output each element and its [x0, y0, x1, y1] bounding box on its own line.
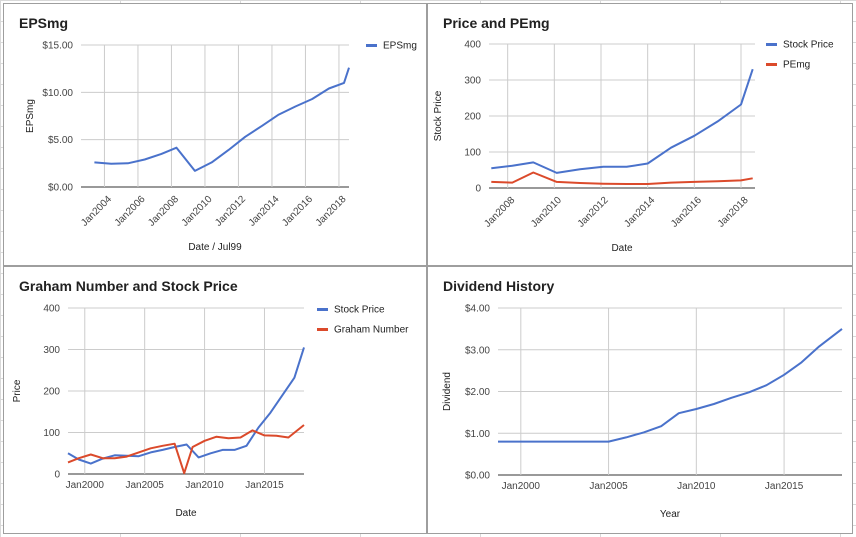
x-tick-label: Jan2010 — [185, 480, 224, 491]
x-axis-label: Date / Jul99 — [188, 242, 242, 253]
x-tick-label: Jan2000 — [502, 481, 541, 492]
x-tick-label: Jan2018 — [716, 195, 751, 230]
y-axis-label: Price — [12, 379, 23, 402]
legend-entry: Stock Price — [334, 305, 385, 316]
legend-swatch — [366, 44, 377, 47]
x-tick-label: Jan2015 — [765, 481, 804, 492]
legend-swatch — [766, 63, 777, 66]
y-tick-label: $10.00 — [42, 88, 73, 99]
x-tick-label: Jan2016 — [669, 195, 704, 230]
price-pe-chart: 0 100 200 300 400 Jan2008 Jan2010 Jan2012 Jan201… — [433, 40, 834, 255]
x-tick-label: Jan2005 — [125, 480, 164, 491]
series-line-series — [498, 328, 843, 443]
x-axis-label: Date — [175, 508, 197, 519]
y-tick-label: 300 — [464, 76, 481, 87]
y-tick-label: 0 — [54, 470, 60, 481]
legend-entry: EPSmg — [383, 41, 417, 52]
y-axis-label: EPSmg — [25, 99, 36, 133]
y-tick-label: $4.00 — [465, 304, 490, 315]
x-tick-label: Jan2006 — [113, 194, 148, 229]
x-tick-label: Jan2016 — [280, 194, 315, 229]
x-tick-label: Jan2005 — [589, 481, 628, 492]
x-tick-label: Jan2010 — [529, 195, 564, 230]
x-tick-label: Jan2018 — [314, 194, 349, 229]
chart-title: Dividend History — [443, 278, 555, 294]
y-tick-label: 400 — [43, 304, 60, 315]
y-tick-label: 100 — [43, 428, 60, 439]
x-tick-label: Jan2000 — [66, 480, 105, 491]
x-tick-label: Jan2008 — [482, 195, 517, 230]
y-tick-label: $0.00 — [48, 183, 73, 194]
eps-chart: $0.00$5.00$10.00$15.00Jan2004Jan2006Jan2… — [25, 41, 417, 254]
legend-entry: PEmg — [783, 60, 810, 71]
x-tick-label: Jan2012 — [576, 195, 611, 230]
graham-chart-panel[interactable]: Graham Number and Stock Price 0 100 200 300… — [3, 266, 427, 534]
y-tick-label: 0 — [475, 184, 481, 195]
y-tick-label: 400 — [464, 40, 481, 51]
series-line-stock-price — [67, 347, 305, 465]
y-tick-label: $1.00 — [465, 429, 490, 440]
graham-chart: 0 100 200 300 400 Jan2000 Jan2005 Jan2010 Jan201… — [12, 304, 409, 520]
y-tick-label: 200 — [43, 387, 60, 398]
series-line-stock-price — [491, 68, 754, 174]
legend-swatch — [317, 328, 328, 331]
x-tick-label: Jan2008 — [146, 194, 181, 229]
x-tick-label: Jan2012 — [213, 194, 248, 229]
x-tick-label: Jan2014 — [247, 194, 282, 229]
chart-title: Price and PEmg — [443, 15, 550, 31]
x-tick-label: Jan2014 — [622, 195, 657, 230]
x-tick-label: Jan2010 — [677, 481, 716, 492]
y-tick-label: $3.00 — [465, 345, 490, 356]
x-axis-label: Year — [660, 509, 681, 520]
chart-title: Graham Number and Stock Price — [19, 278, 238, 294]
x-tick-label: Jan2010 — [180, 194, 215, 229]
y-tick-label: $2.00 — [465, 387, 490, 398]
y-tick-label: 200 — [464, 112, 481, 123]
y-tick-label: $5.00 — [48, 135, 73, 146]
dividend-chart-panel[interactable]: Dividend History $0.00 $1.00 $2.00 $3.00 $4.… — [427, 266, 853, 534]
y-tick-label: 300 — [43, 345, 60, 356]
legend-swatch — [317, 308, 328, 311]
x-axis-label: Date — [611, 243, 633, 254]
dividend-chart: $0.00 $1.00 $2.00 $3.00 $4.00 Jan2000 Jan2005 J… — [442, 304, 843, 520]
y-axis-label: Dividend — [442, 372, 453, 411]
price-pe-chart-panel[interactable]: Price and PEmg 0 100 200 300 400 Jan2008 Jan20… — [427, 3, 853, 266]
eps-chart-panel[interactable]: EPSmg $0.00 $5.00 $10.00 $15.00 Jan2004 Jan20… — [3, 3, 427, 266]
y-tick-label: 100 — [464, 148, 481, 159]
chart-title: EPSmg — [19, 15, 69, 31]
series-line-pemg — [491, 171, 753, 185]
legend-entry: Stock Price — [783, 40, 834, 51]
y-tick-label: $0.00 — [465, 471, 490, 482]
series-line-graham-number — [67, 424, 305, 475]
y-axis-label: Stock Price — [433, 90, 444, 141]
x-tick-label: Jan2004 — [79, 194, 114, 229]
y-tick-label: $15.00 — [42, 41, 73, 52]
legend-swatch — [766, 43, 777, 46]
x-tick-label: Jan2015 — [245, 480, 284, 491]
series-line-epsmg — [94, 67, 350, 172]
legend-entry: Graham Number — [334, 325, 409, 336]
